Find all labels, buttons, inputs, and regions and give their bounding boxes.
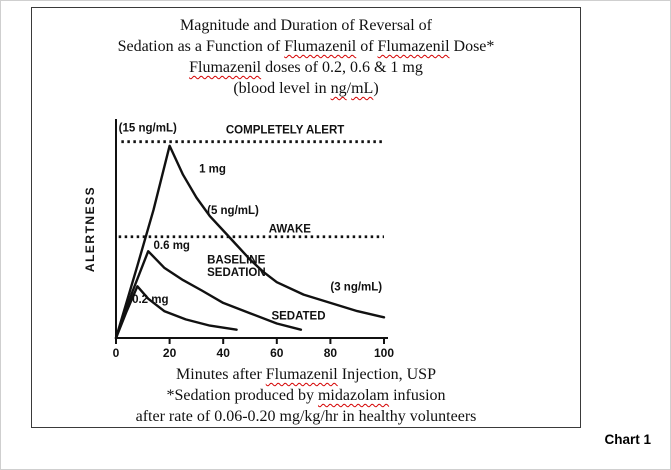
text-segment: infusion	[389, 387, 446, 404]
misspelled-word: Flumazenil	[284, 38, 357, 55]
chart-title: Magnitude and Duration of Reversal of Sed…	[32, 15, 580, 99]
line-chart: 0 20 40 60 80 100 ALERTNESS (15 ng/mL) COMPLETEL…	[83, 119, 394, 360]
x-tick-label: 100	[374, 346, 394, 360]
text-segment: )	[373, 80, 379, 97]
annotation-sedated: SEDATED	[271, 310, 325, 322]
misspelled-word: Flumazenil	[189, 59, 262, 76]
misspelled-word: mL	[351, 80, 374, 97]
misspelled-word: Flumazenil	[377, 38, 450, 55]
annotation-15-ng-ml: (15 ng/mL)	[119, 122, 177, 134]
chart-title-line: (blood level in ng/mL)	[32, 78, 580, 99]
chart-title-line: Sedation as a Function of Flumazenil of …	[32, 36, 580, 57]
x-tick-label: 40	[217, 346, 231, 360]
annotation-completely-alert: COMPLETELY ALERT	[226, 124, 344, 136]
text-segment: Sedation as a Function of	[117, 38, 285, 55]
x-tick-label: 60	[270, 346, 284, 360]
x-tick-label: 20	[163, 346, 177, 360]
annotation-baseline: BASELINE	[207, 255, 265, 267]
text-segment: of	[356, 38, 378, 55]
text-segment: /	[346, 80, 352, 97]
curve-0-6-mg	[114, 249, 303, 340]
misspelled-word: ng	[330, 80, 347, 97]
chart-figure: Magnitude and Duration of Reversal of Sed…	[31, 7, 581, 428]
chart-footnote-line: Minutes after Flumazenil Injection, USP	[32, 364, 580, 385]
text-segment: Injection, USP	[337, 366, 436, 383]
misspelled-word: Flumazenil	[265, 366, 338, 383]
annotation-awake: AWAKE	[269, 224, 312, 236]
misspelled-word: midazolam	[317, 387, 390, 404]
text-segment: doses of 0.2, 0.6 & 1 mg	[261, 59, 423, 76]
curve-0-2-mg	[114, 285, 238, 340]
chart-footnote-line: *Sedation produced by midazolam infusion	[32, 385, 580, 406]
chart-footnotes: Minutes after Flumazenil Injection, USP *…	[32, 364, 580, 427]
x-tick-label: 0	[113, 346, 120, 360]
annotation-1-mg: 1 mg	[199, 164, 226, 176]
chart-caption: Chart 1	[604, 432, 651, 447]
annotation-sedation: SEDATION	[207, 267, 266, 279]
annotation-0-6-mg: 0.6 mg	[154, 240, 190, 252]
text-segment: after rate of 0.06-0.20 mg/kg/hr in heal…	[135, 408, 477, 425]
y-axis-label: ALERTNESS	[83, 186, 97, 272]
annotation-5-ng-ml: (5 ng/mL)	[207, 205, 259, 217]
annotation-0-2-mg: 0.2 mg	[132, 294, 168, 306]
curve-1-mg	[114, 144, 386, 340]
text-segment: *Sedation produced by	[166, 387, 318, 404]
chart-title-line: Magnitude and Duration of Reversal of	[32, 15, 580, 36]
text-segment: Dose*	[449, 38, 495, 55]
chart-title-line: Flumazenil doses of 0.2, 0.6 & 1 mg	[32, 57, 580, 78]
text-segment: (blood level in	[233, 80, 331, 97]
text-segment: Magnitude and Duration of Reversal of	[180, 17, 432, 34]
x-tick-label: 80	[324, 346, 338, 360]
chart-footnote-line: after rate of 0.06-0.20 mg/kg/hr in heal…	[32, 406, 580, 427]
annotation-3-ng-ml: (3 ng/mL)	[330, 281, 382, 293]
text-segment: Minutes after	[176, 366, 266, 383]
